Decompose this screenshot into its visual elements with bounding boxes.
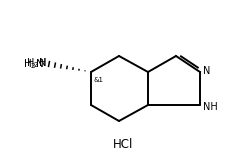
Text: $\mathregular{H_2N}$: $\mathregular{H_2N}$: [26, 56, 46, 70]
Text: N: N: [203, 66, 210, 76]
Text: H: H: [39, 58, 46, 68]
Text: HCl: HCl: [113, 138, 133, 151]
Text: NH: NH: [203, 102, 218, 112]
Text: $\mathsf{H_2N}$: $\mathsf{H_2N}$: [23, 57, 45, 71]
Text: &1: &1: [93, 77, 103, 83]
